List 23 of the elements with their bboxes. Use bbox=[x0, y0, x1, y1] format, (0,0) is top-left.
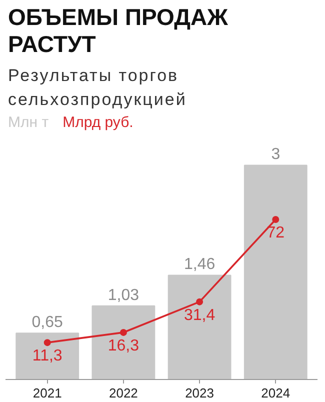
bar bbox=[16, 332, 80, 380]
bar bbox=[168, 274, 232, 380]
x-tick-label: 2022 bbox=[108, 386, 138, 400]
chart-title: ОБЪЕМЫ ПРОДАЖ РАСТУТ bbox=[8, 4, 229, 58]
data-label: 0,65 bbox=[32, 314, 64, 332]
x-tick-label: 2024 bbox=[261, 386, 290, 400]
data-label: 11,3 bbox=[32, 348, 62, 365]
bar bbox=[244, 164, 308, 380]
data-label: 16,3 bbox=[108, 337, 140, 354]
x-tick-label: 2023 bbox=[185, 386, 214, 400]
text: Млрд руб. bbox=[62, 114, 134, 131]
bar bbox=[92, 305, 156, 380]
point bbox=[196, 298, 204, 306]
data-label: 3 bbox=[271, 146, 280, 164]
point bbox=[272, 216, 280, 223]
x-tick-label: 2021 bbox=[32, 386, 62, 400]
data-label: 31,4 bbox=[184, 306, 216, 324]
chart-subtitle: Результаты торгов сельхозпродукцией bbox=[8, 65, 188, 111]
data-label: 1,03 bbox=[108, 286, 140, 304]
data-label: 1,46 bbox=[184, 256, 216, 274]
data-label: 72 bbox=[266, 224, 285, 242]
point bbox=[120, 328, 127, 336]
point bbox=[44, 339, 51, 346]
